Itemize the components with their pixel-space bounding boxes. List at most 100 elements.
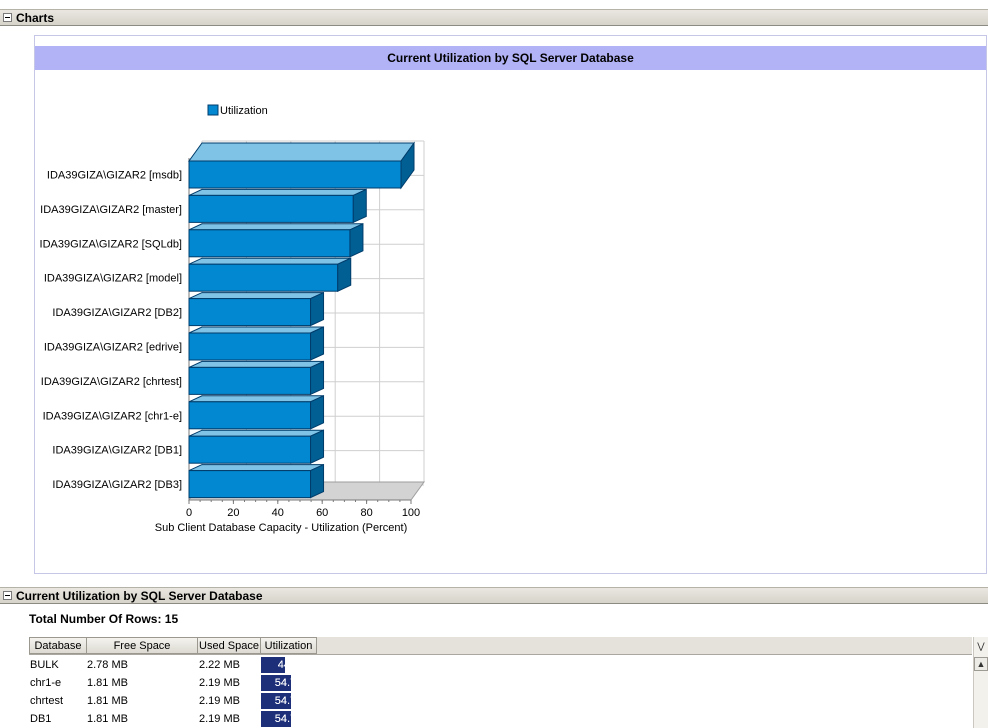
bar-top-face [188, 429, 324, 437]
column-header-free-space[interactable]: Free Space [86, 637, 198, 654]
cell-used-space: 2.19 MB [199, 677, 240, 689]
bar-front-face [188, 332, 312, 361]
section-title: Charts [16, 11, 55, 25]
table-row[interactable]: BULK 2.78 MB 2.22 MB 44.4 [29, 656, 319, 674]
table-row[interactable]: chr1-e 1.81 MB 2.19 MB 54.75 [29, 674, 319, 692]
cell-utilization: 54.75 [261, 693, 316, 709]
utilization-bar [261, 657, 286, 673]
x-tick-label: 100 [402, 507, 420, 519]
chart-bar [188, 257, 352, 292]
bar-top-face [188, 464, 324, 472]
chart-bar [188, 395, 325, 430]
column-header-utilization[interactable]: Utilization [260, 637, 317, 654]
utilization-bar [261, 675, 292, 691]
table-section-header[interactable]: Current Utilization by SQL Server Databa… [0, 587, 988, 604]
cell-database: chr1-e [30, 677, 62, 689]
legend-label: Utilization [220, 105, 268, 117]
cell-utilization: 44.4 [261, 657, 316, 673]
cell-free-space: 2.78 MB [87, 659, 128, 671]
bar-top-face [188, 395, 324, 403]
cell-used-space: 2.19 MB [199, 695, 240, 707]
bar-top-face [188, 326, 324, 334]
x-tick-label: 0 [186, 507, 192, 519]
bar-side-face [310, 463, 325, 499]
bar-front-face [188, 194, 354, 223]
vertical-scrollbar[interactable]: ⋁ ▲ [973, 637, 988, 728]
category-label: IDA39GIZA\GIZAR2 [DB3] [52, 479, 182, 491]
cell-used-space: 2.19 MB [199, 713, 240, 725]
utilization-value: 54.75 [274, 713, 303, 725]
chart-title: Current Utilization by SQL Server Databa… [35, 46, 986, 70]
bar-front-face [188, 263, 339, 292]
x-tick-label: 20 [227, 507, 239, 519]
bar-front-face [188, 401, 312, 430]
bar-top-face [188, 257, 351, 265]
bar-side-face [310, 360, 325, 396]
chart-bar [188, 291, 325, 327]
chart-bar [188, 360, 325, 396]
cell-database: DB1 [30, 713, 52, 725]
x-tick-label: 60 [316, 507, 328, 519]
bar-top-face [188, 188, 367, 196]
table-row[interactable]: DB1 1.81 MB 2.19 MB 54.75 [29, 710, 319, 728]
column-header-database[interactable]: Database [29, 637, 87, 654]
table-row[interactable]: chrtest 1.81 MB 2.19 MB 54.75 [29, 692, 319, 710]
category-label: IDA39GIZA\GIZAR2 [chrtest] [41, 376, 182, 388]
chart-bar [188, 223, 364, 258]
scroll-up-button[interactable]: ▲ [974, 657, 988, 671]
chart-bar [188, 429, 325, 464]
category-label: IDA39GIZA\GIZAR2 [DB1] [52, 445, 182, 457]
cell-free-space: 1.81 MB [87, 713, 128, 725]
utilization-bar [261, 693, 292, 709]
bar-top-face [188, 292, 324, 300]
chevron-down-icon[interactable]: ⋁ [977, 641, 985, 651]
bar-side-face [310, 326, 325, 361]
category-label: IDA39GIZA\GIZAR2 [DB2] [52, 307, 182, 319]
total-rows-count: Total Number Of Rows: 15 [29, 612, 179, 626]
chart-bar [188, 463, 325, 499]
bar-top-face [188, 223, 364, 231]
cell-free-space: 1.81 MB [87, 677, 128, 689]
x-tick-label: 40 [272, 507, 284, 519]
bar-front-face [188, 366, 312, 395]
bar-front-face [188, 229, 351, 258]
utilization-bar [261, 711, 292, 727]
utilization-table: Database Free Space Used Space Utilizati… [29, 637, 988, 728]
bar-top-face [188, 142, 415, 162]
category-label: IDA39GIZA\GIZAR2 [SQLdb] [40, 238, 182, 250]
category-label: IDA39GIZA\GIZAR2 [chr1-e] [43, 410, 182, 422]
category-label: IDA39GIZA\GIZAR2 [master] [40, 204, 182, 216]
bar-side-face [310, 395, 325, 430]
bar-side-face [310, 429, 325, 464]
bar-front-face [188, 160, 402, 189]
collapse-icon[interactable] [3, 591, 12, 600]
collapse-icon[interactable] [3, 13, 12, 22]
legend-swatch [207, 104, 219, 116]
chart-bar [188, 141, 415, 190]
bar-front-face [188, 435, 312, 464]
bar-side-face [349, 223, 364, 258]
bar-front-face [188, 298, 312, 327]
cell-database: chrtest [30, 695, 64, 707]
category-label: IDA39GIZA\GIZAR2 [msdb] [47, 170, 182, 182]
category-label: IDA39GIZA\GIZAR2 [edrive] [44, 342, 182, 354]
bar-side-face [352, 188, 367, 224]
category-label: IDA39GIZA\GIZAR2 [model] [44, 273, 182, 285]
bar-top-face [188, 360, 324, 368]
utilization-value: 44.4 [277, 659, 300, 671]
cell-database: BULK [30, 659, 59, 671]
chart-bar [188, 326, 325, 361]
bar-side-face [310, 291, 325, 327]
cell-free-space: 1.81 MB [87, 695, 128, 707]
chart-panel: Current Utilization by SQL Server Databa… [34, 35, 987, 574]
bar-side-face [337, 257, 352, 292]
column-header-used-space[interactable]: Used Space [197, 637, 261, 654]
charts-section-header[interactable]: Charts [0, 9, 988, 26]
cell-used-space: 2.22 MB [199, 659, 240, 671]
chart-bar [188, 188, 367, 224]
x-axis-label: Sub Client Database Capacity - Utilizati… [155, 522, 408, 534]
utilization-value: 54.75 [274, 695, 303, 707]
bar-front-face [188, 470, 312, 499]
utilization-value: 54.75 [274, 677, 303, 689]
bar-side-face [400, 141, 415, 190]
